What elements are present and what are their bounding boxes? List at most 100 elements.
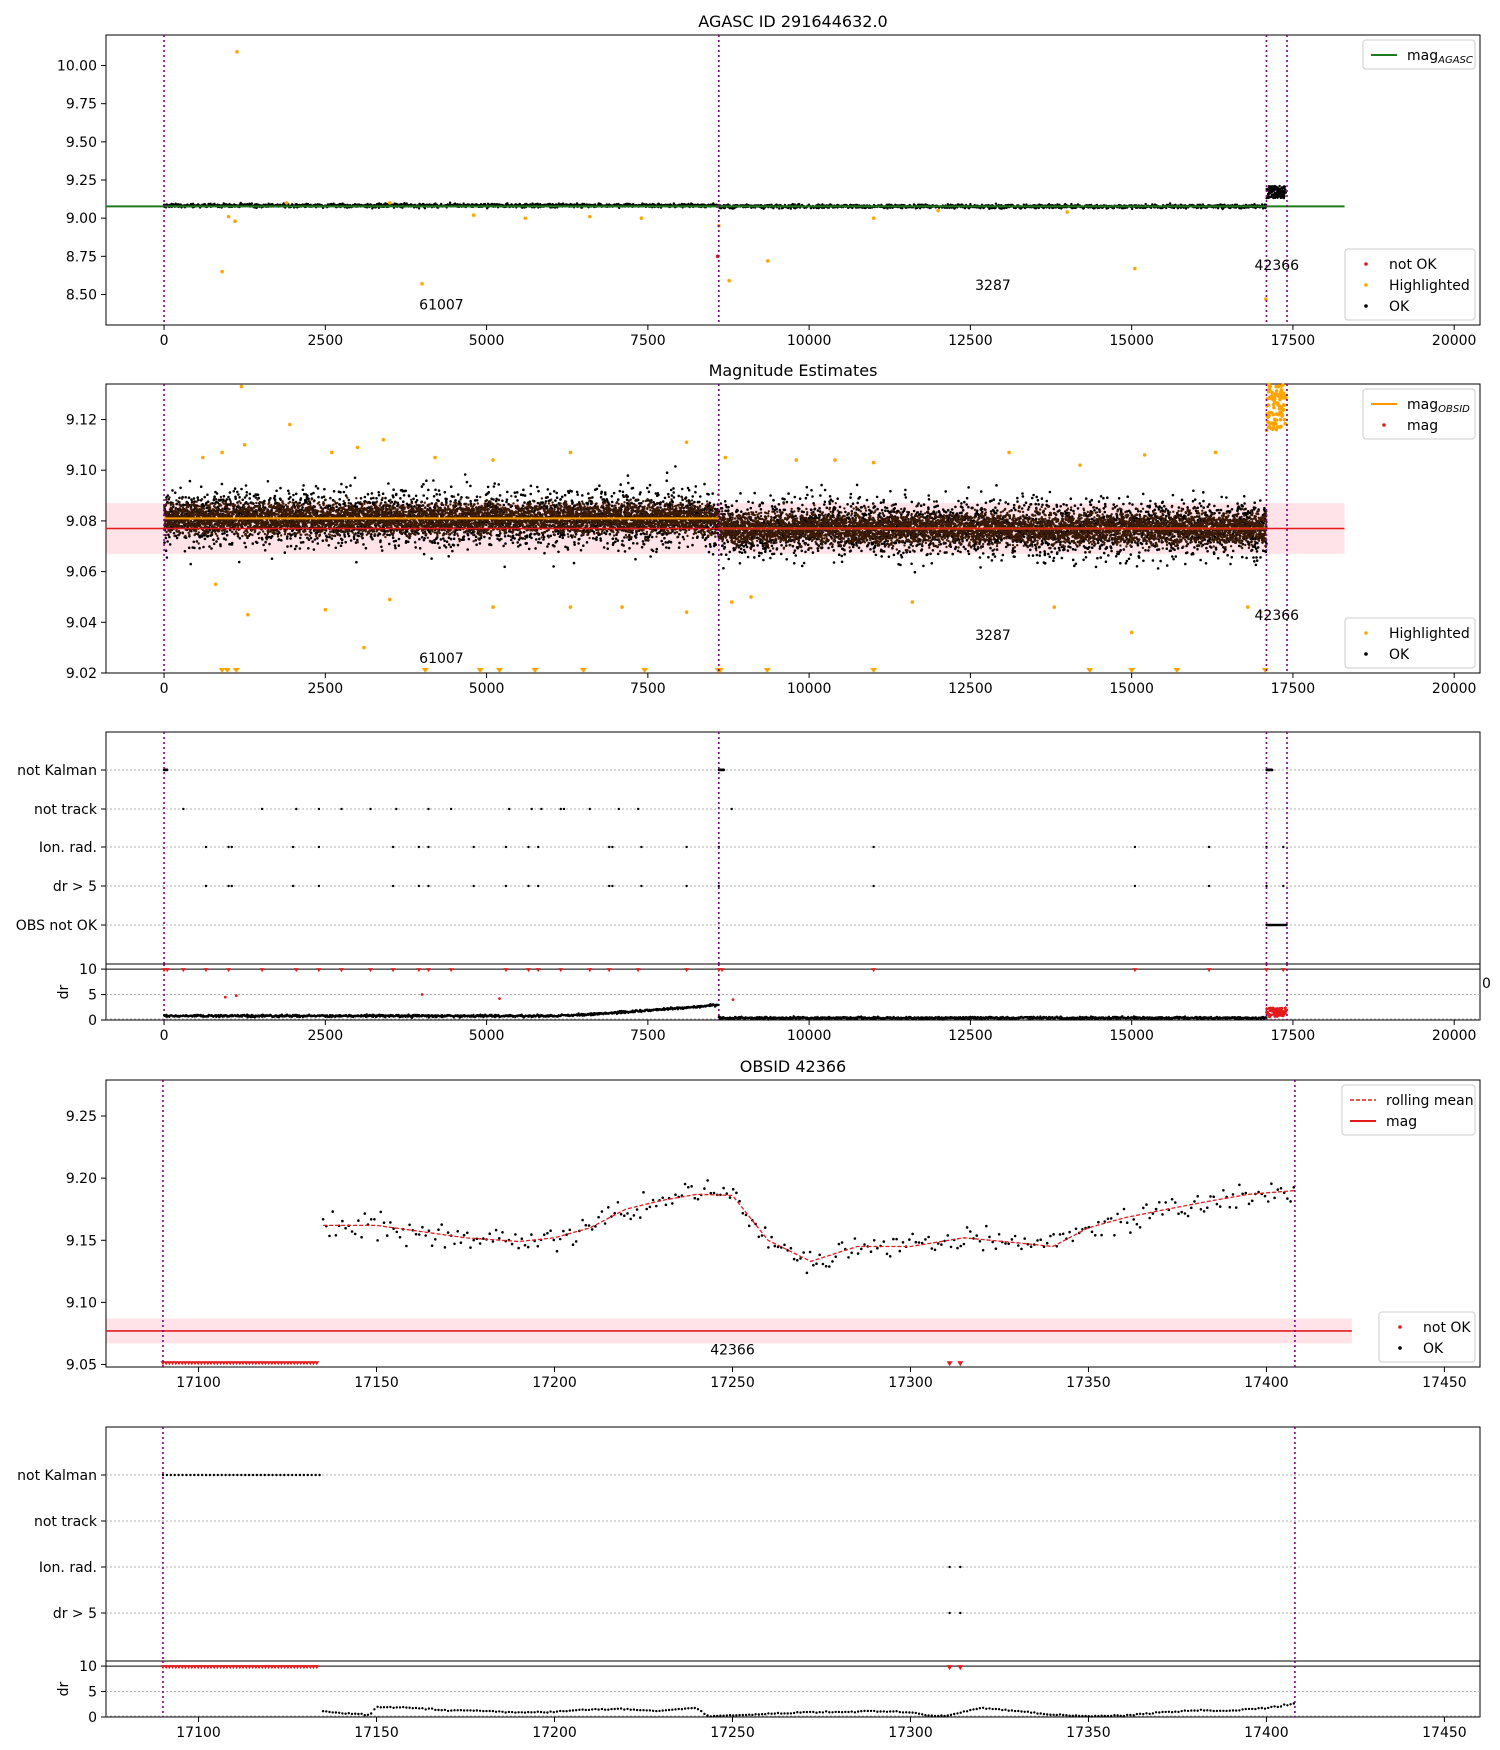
x-tick-label: 5000 [469,1028,505,1044]
not-ok-marker [285,1361,291,1366]
flag-markers [161,1473,321,1477]
legend-item: not OK [1398,1320,1471,1336]
legend-label: OK [1423,1341,1444,1357]
not-ok-marker [160,1361,166,1366]
dr-capped-marker [198,1665,204,1670]
not-ok-marker [246,1361,252,1366]
x-tick-label: 20000 [1432,681,1477,697]
x-tick-label: 17200 [532,1375,577,1391]
y-tick-label: 0 [88,1013,97,1029]
highlighted-point [246,612,250,617]
not-ok-marker [269,1361,275,1366]
panel2-y-axis: 9.02 9.04 9.06 9.08 9.10 9.12 [66,412,106,682]
not-ok-marker [253,1361,259,1366]
not-ok-marker [314,1361,320,1366]
x-tick-label: 17150 [354,1725,399,1741]
y-tick-label: 10.00 [57,59,97,75]
dr-capped-marker [367,968,373,973]
dr-capped-marker [307,1665,313,1670]
flag-markers [1265,923,1288,927]
not-ok-marker [275,1361,281,1366]
highlighted-point [1052,605,1057,609]
highlighted-point [727,278,731,283]
panel1-title: AGASC ID 291644632.0 [698,12,887,31]
not-ok-marker [243,1361,249,1366]
panel3-x-axis: 0 2500 5000 7500 10000 12500 15000 17500 20000 [160,1020,1477,1044]
not-ok-marker [214,1361,220,1366]
dr-capped-marker [224,1665,230,1670]
highlighted-offscale-marker [218,668,226,673]
dr-capped-marker [295,1665,301,1670]
dr-capped-markers [161,968,1286,973]
x-tick-label: 0 [160,333,169,349]
dr-capped-marker [176,1665,182,1670]
y-tick-label: 9.00 [66,211,97,227]
highlighted-point [639,216,644,220]
dr-capped-marker [256,1665,262,1670]
legend-frame [1341,1084,1476,1136]
highlighted-point [1276,394,1280,398]
highlighted-point [388,201,392,205]
panel4-x-axis: 17100 17150 17200 17250 17300 17350 17400 17450 [176,1367,1467,1391]
highlighted-point [1282,417,1287,422]
dr-capped-marker [192,1665,198,1670]
panel1-axes [105,34,1481,326]
dr-capped-marker [227,1665,233,1670]
x-tick-label: 20000 [1432,1028,1477,1044]
not-ok-marker [166,1361,172,1366]
dr-capped-marker [166,1665,172,1670]
flag-category-label: Ion. rad. [39,840,97,856]
panel3-dr-y-axis: 0 5 10 [79,962,106,1029]
x-tick-label: 17500 [1271,1028,1316,1044]
highlighted-point [1270,390,1274,395]
highlighted-point [288,422,292,427]
dr-capped-marker [195,1665,201,1670]
dr-capped-marker [301,1665,307,1670]
highlighted-point [220,269,224,274]
dr-capped-marker [186,1665,192,1670]
not-ok-marker [208,1361,214,1366]
panel5-dr-vlines [162,1661,1296,1717]
y-tick-label: 8.75 [66,249,97,265]
y-tick-label: 9.25 [66,1109,97,1125]
highlighted-point [284,201,289,205]
highlighted-point [568,450,573,455]
highlighted-point [1279,384,1284,388]
x-tick-label: 0 [160,1028,169,1044]
y-tick-label: 8.50 [66,287,97,303]
flag-category-label: not track [34,802,98,818]
x-tick-label: 7500 [630,1028,666,1044]
highlighted-point [1282,403,1287,407]
dr-capped-marker [180,968,186,973]
obsid-label: 61007 [419,651,464,667]
not-ok-marker [250,1361,256,1366]
x-tick-label: 12500 [948,1028,993,1044]
dr-capped-marker [314,1665,320,1670]
highlighted-point [220,450,224,455]
legend-item: Highlighted [1364,626,1470,642]
y-tick-label: 9.15 [66,1233,97,1249]
dr-capped-marker [179,1665,185,1670]
flag-category-label: dr > 5 [53,1606,97,1622]
highlighted-point [1277,403,1281,408]
panel3-flags-vlines [163,732,1288,964]
dr-capped-marker [448,968,454,973]
highlighted-point [1270,427,1275,431]
highlighted-offscale-marker [1261,668,1269,673]
x-tick-label: 7500 [630,333,666,349]
panel2-title: Magnitude Estimates [709,361,878,380]
highlighted-point [1264,297,1268,301]
dr-capped-marker [164,968,170,973]
highlighted-offscale-marker [1128,668,1136,673]
dr-capped-marker [285,1665,291,1670]
not-ok-marker [256,1361,262,1366]
legend-label: Highlighted [1389,626,1470,642]
dr-capped-marker [587,968,593,973]
x-tick-label: 5000 [469,681,505,697]
panel5-flag-gridlines: not Kalman not track Ion. rad. dr > 5 [17,1468,1480,1622]
highlighted-point [213,582,218,587]
highlighted-point [568,605,573,609]
legend-item: OK [1364,647,1410,663]
highlighted-offscale-marker [641,668,649,673]
x-tick-label: 10000 [787,333,832,349]
